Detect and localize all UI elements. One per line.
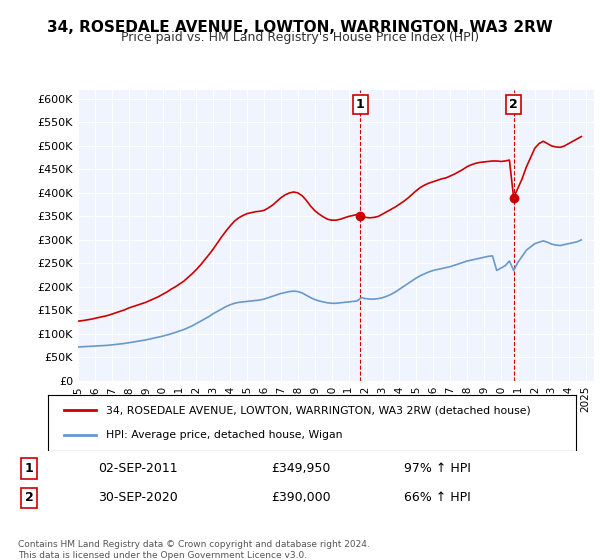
Text: 02-SEP-2011: 02-SEP-2011 — [98, 462, 178, 475]
Text: Price paid vs. HM Land Registry's House Price Index (HPI): Price paid vs. HM Land Registry's House … — [121, 31, 479, 44]
Text: 1: 1 — [356, 99, 364, 111]
Text: £390,000: £390,000 — [271, 491, 331, 505]
Text: 1: 1 — [25, 462, 34, 475]
Text: Contains HM Land Registry data © Crown copyright and database right 2024.
This d: Contains HM Land Registry data © Crown c… — [18, 540, 370, 560]
Text: £349,950: £349,950 — [271, 462, 331, 475]
Text: 2: 2 — [509, 99, 518, 111]
Text: 30-SEP-2020: 30-SEP-2020 — [98, 491, 178, 505]
Text: 66% ↑ HPI: 66% ↑ HPI — [404, 491, 470, 505]
Text: 2: 2 — [25, 491, 34, 505]
Text: 34, ROSEDALE AVENUE, LOWTON, WARRINGTON, WA3 2RW: 34, ROSEDALE AVENUE, LOWTON, WARRINGTON,… — [47, 20, 553, 35]
Text: 97% ↑ HPI: 97% ↑ HPI — [404, 462, 470, 475]
Text: HPI: Average price, detached house, Wigan: HPI: Average price, detached house, Wiga… — [106, 430, 343, 440]
Text: 34, ROSEDALE AVENUE, LOWTON, WARRINGTON, WA3 2RW (detached house): 34, ROSEDALE AVENUE, LOWTON, WARRINGTON,… — [106, 405, 531, 416]
